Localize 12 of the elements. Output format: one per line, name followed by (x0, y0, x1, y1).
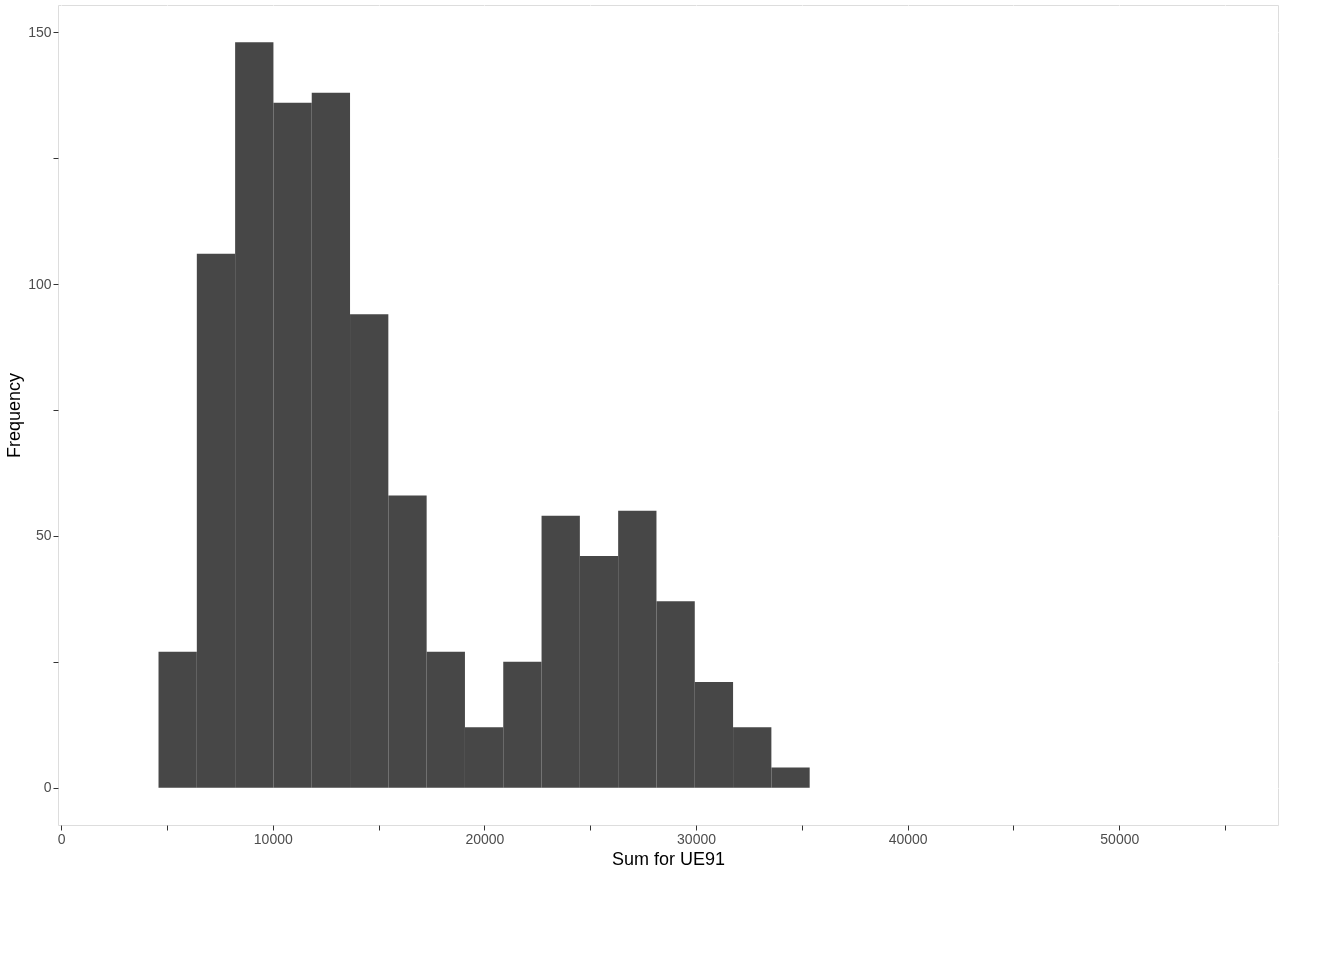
y-axis-title: Frequency (4, 372, 25, 459)
x-tick-label: 40000 (888, 830, 928, 847)
y-tick-label: 150 (28, 23, 52, 40)
x-tick-label: 0 (57, 830, 66, 847)
y-tick-label: 0 (43, 779, 52, 796)
x-tick-label: 20000 (465, 830, 505, 847)
x-tick-label: 30000 (677, 830, 717, 847)
y-tick-label: 50 (35, 527, 52, 544)
x-axis-title: Sum for UE91 (611, 848, 726, 869)
x-tick-label: 10000 (253, 830, 293, 847)
x-tick-label: 50000 (1100, 830, 1140, 847)
y-tick-label: 100 (28, 275, 52, 292)
